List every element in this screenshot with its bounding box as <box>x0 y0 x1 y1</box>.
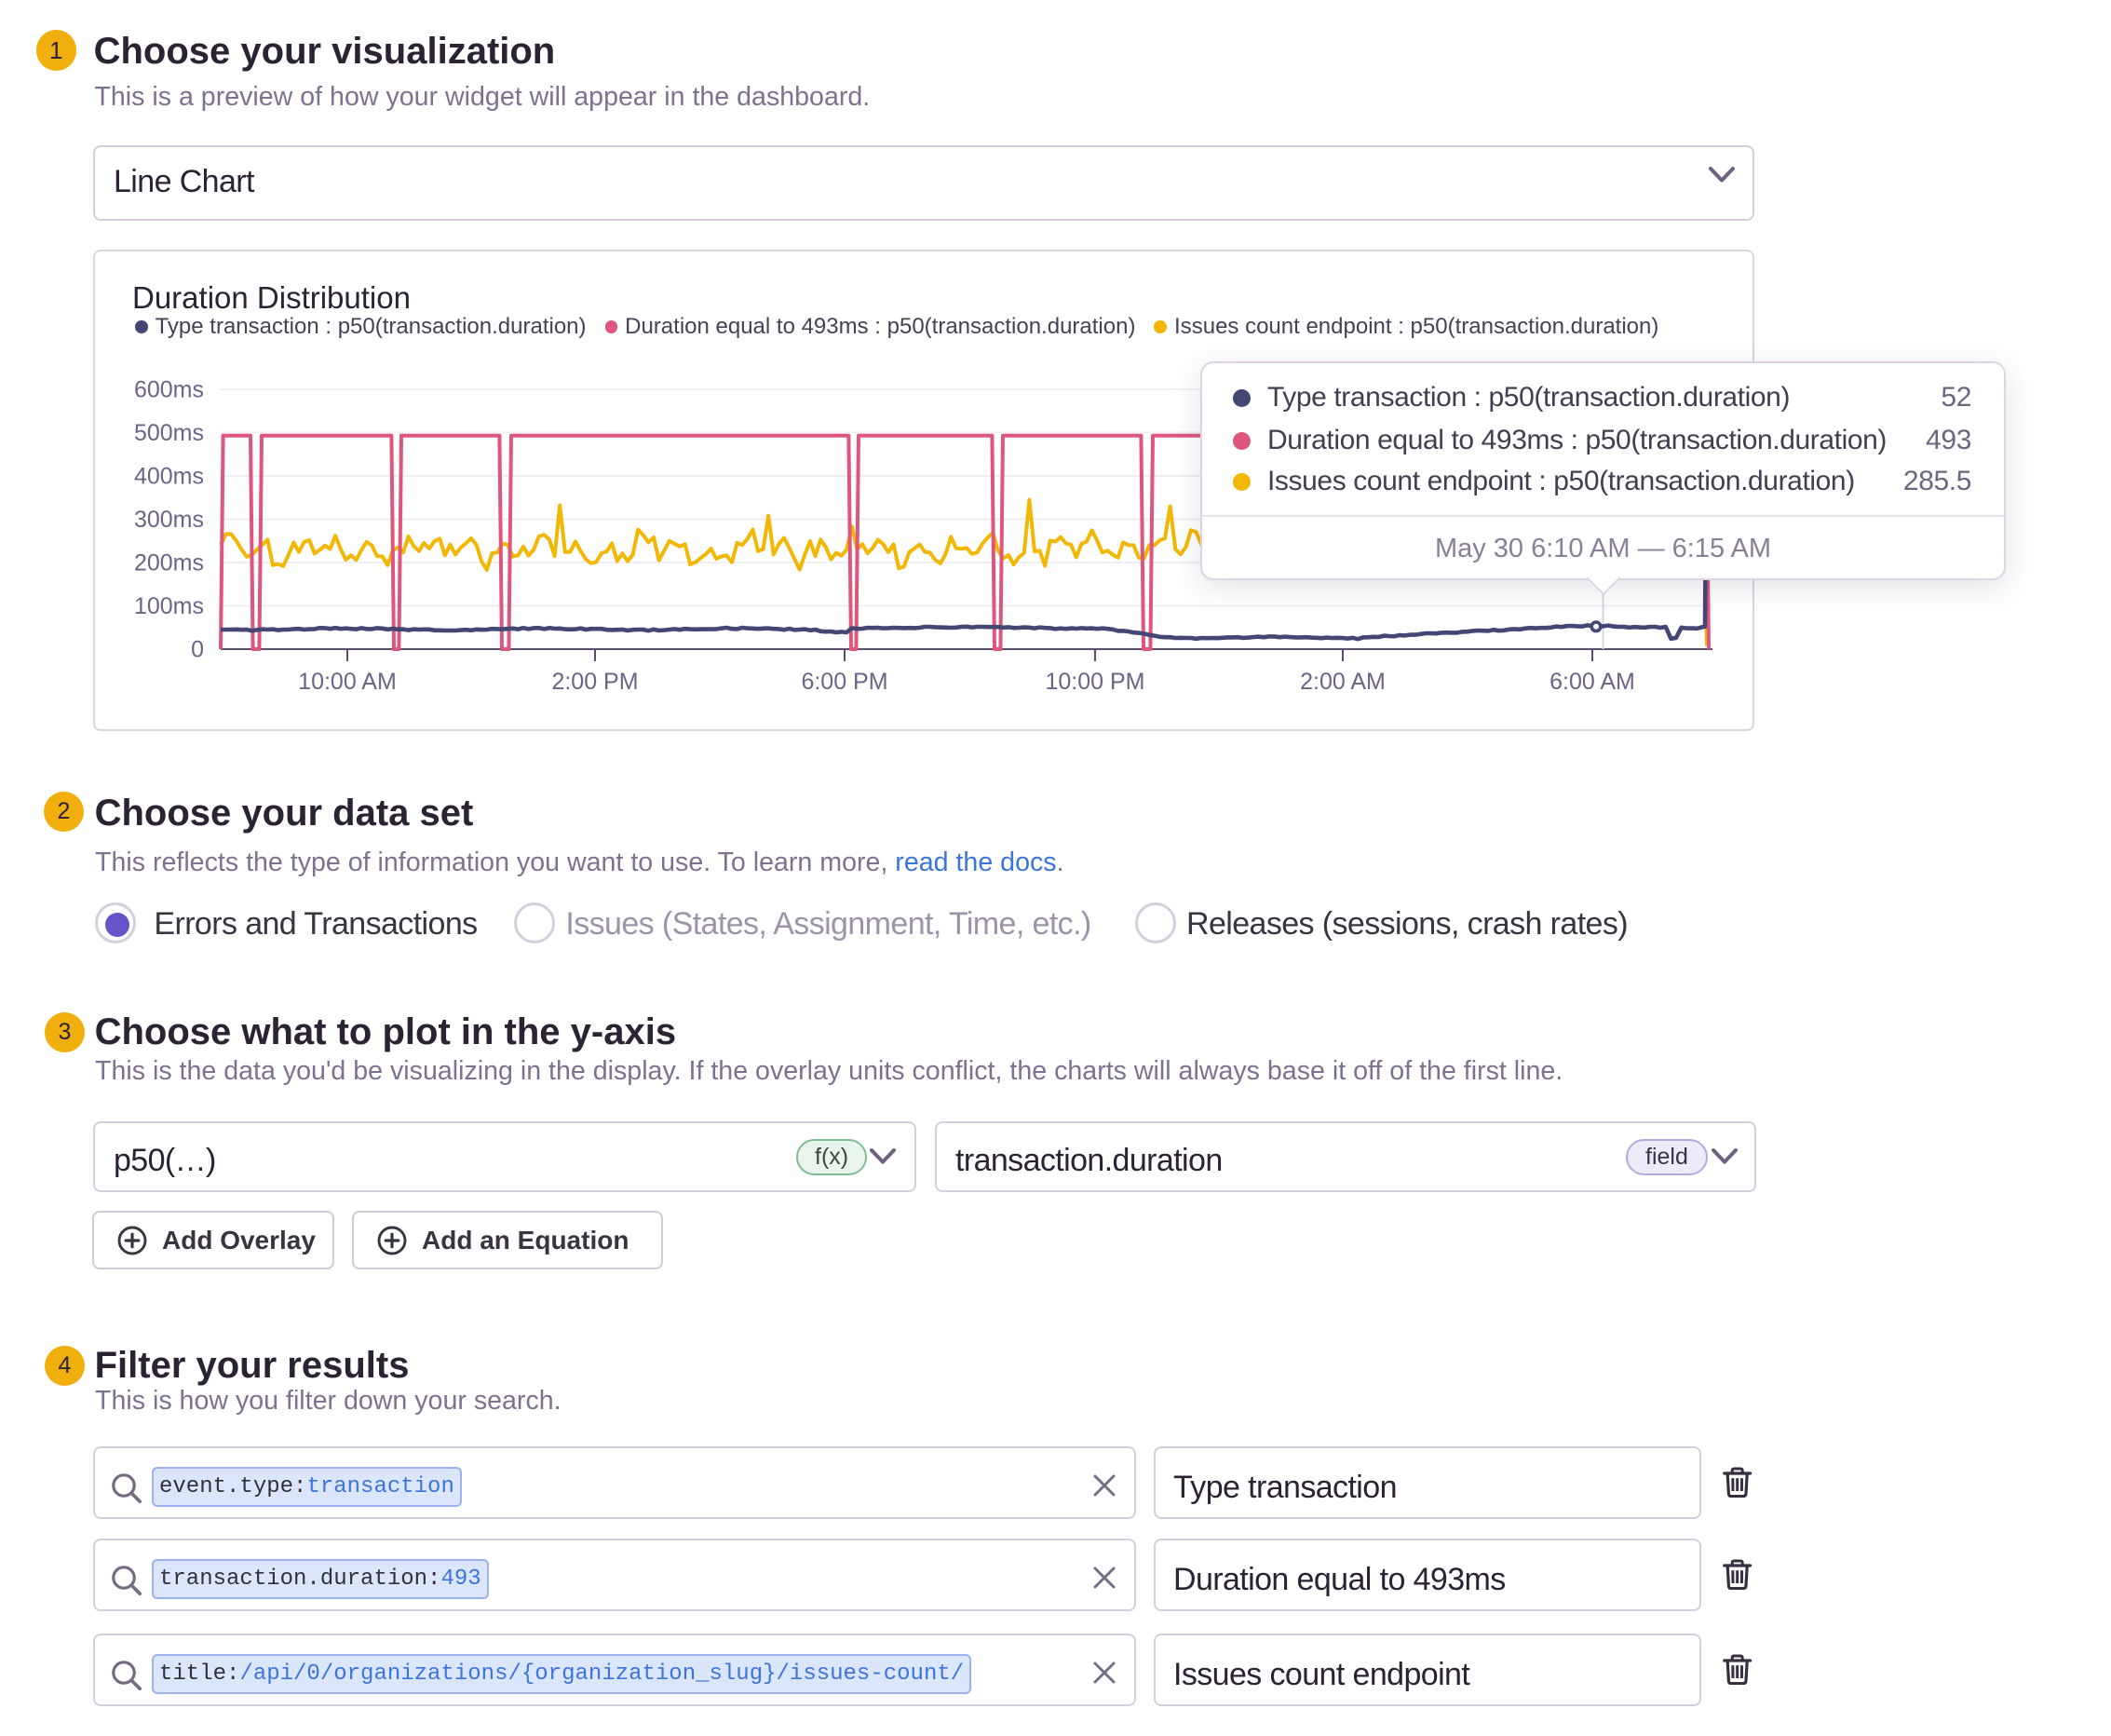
svg-text:6:00 PM: 6:00 PM <box>801 669 887 695</box>
svg-text:300ms: 300ms <box>134 507 204 533</box>
svg-text:500ms: 500ms <box>134 420 204 446</box>
svg-text:0: 0 <box>191 637 204 663</box>
svg-text:6:00 AM: 6:00 AM <box>1549 669 1635 695</box>
svg-text:10:00 AM: 10:00 AM <box>298 669 397 695</box>
svg-text:200ms: 200ms <box>134 550 204 576</box>
svg-text:2:00 AM: 2:00 AM <box>1300 669 1386 695</box>
svg-text:100ms: 100ms <box>134 593 204 619</box>
svg-text:400ms: 400ms <box>134 464 204 490</box>
svg-text:10:00 PM: 10:00 PM <box>1045 669 1144 695</box>
svg-text:600ms: 600ms <box>134 377 204 403</box>
svg-text:2:00 PM: 2:00 PM <box>551 669 638 695</box>
